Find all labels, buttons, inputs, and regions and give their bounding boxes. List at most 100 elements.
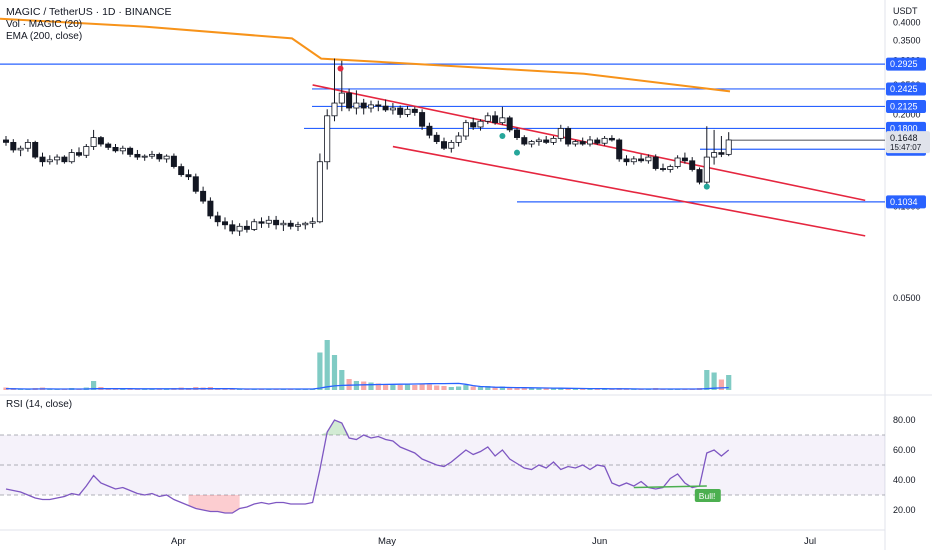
candle-body <box>543 139 550 143</box>
volume-bar <box>383 384 389 390</box>
bull-label-text: Bull! <box>699 491 716 501</box>
candle-body <box>200 190 207 202</box>
volume-bar <box>565 388 571 390</box>
candle-body <box>389 107 396 111</box>
time-tick-label: May <box>378 536 396 547</box>
ema-indicator-label[interactable]: EMA (200, close) <box>6 31 83 42</box>
candle-body <box>309 221 316 224</box>
candle-body <box>97 137 104 145</box>
currency-label[interactable]: USDT <box>893 6 918 16</box>
candle-body <box>674 157 681 167</box>
volume-bar <box>521 388 527 390</box>
candle-body <box>608 137 615 141</box>
candle-body <box>645 156 652 162</box>
volume-bar <box>514 387 520 390</box>
candle-body <box>156 153 163 160</box>
volume-bar <box>711 372 717 390</box>
candle-body <box>214 215 221 223</box>
volume-bar <box>580 388 586 390</box>
price-level-tag-text: 0.1800 <box>890 123 918 133</box>
volume-bar <box>368 382 374 390</box>
price-level-tag <box>886 82 926 96</box>
candle-body <box>411 108 418 113</box>
candle-body <box>360 102 367 109</box>
candle-body <box>426 125 433 136</box>
rsi-line <box>5 419 730 514</box>
candle-body <box>61 156 68 163</box>
volume-bar <box>529 388 535 390</box>
candle-body <box>462 122 469 137</box>
candle-body <box>221 221 228 226</box>
volume-bar <box>507 387 513 390</box>
candle-body <box>170 155 177 167</box>
volume-bar <box>536 388 542 390</box>
volume-bar <box>470 386 476 390</box>
volume-bar <box>331 355 338 390</box>
candle-body <box>652 156 659 169</box>
price-level-tag <box>886 57 926 71</box>
candle-body <box>689 160 696 170</box>
candle-body <box>273 219 280 226</box>
candle-body <box>565 128 572 145</box>
candle-body <box>346 92 353 109</box>
ema-line <box>0 17 731 93</box>
volume-indicator-label[interactable]: Vol · MAGIC (20) <box>6 19 83 30</box>
candle-body <box>557 128 564 139</box>
time-tick-label: Jul <box>804 536 816 547</box>
candle-body <box>76 152 83 156</box>
candle-body <box>46 159 53 163</box>
volume-bar <box>456 386 462 390</box>
volume-bar <box>726 375 732 390</box>
candle-body <box>127 147 134 155</box>
candle-body <box>419 112 426 127</box>
rsi-tick-label: 20.00 <box>893 505 916 515</box>
price-level-tag-text: 0.2425 <box>890 84 918 94</box>
candle-body <box>229 224 236 232</box>
buy-signal-marker <box>499 133 506 140</box>
price-level-tag <box>886 195 926 209</box>
rsi-oversold-fill <box>188 495 240 513</box>
candle-body <box>251 221 258 230</box>
volume-bar <box>419 383 425 390</box>
candle-body <box>397 107 404 115</box>
volume-bar <box>477 387 484 390</box>
candle-body <box>499 117 506 124</box>
rsi-tick-label: 60.00 <box>893 445 916 455</box>
rsi-tick-label: 80.00 <box>893 415 916 425</box>
candle-body <box>492 115 499 124</box>
candle-body <box>105 143 112 148</box>
chart-title: MAGIC / TetherUS · 1D · BINANCE <box>6 6 172 18</box>
candle-body <box>338 92 345 104</box>
candle-body <box>550 137 557 143</box>
candle-body <box>440 141 447 149</box>
candle-body <box>3 139 9 143</box>
candle-body <box>433 134 440 142</box>
rsi-indicator-label[interactable]: RSI (14, close) <box>6 399 73 410</box>
volume-bar <box>499 386 505 390</box>
volume-bar <box>572 388 578 390</box>
candle-body <box>484 115 491 122</box>
candle-body <box>119 147 126 152</box>
candle-body <box>711 152 718 158</box>
candle-body <box>448 141 455 149</box>
candle-body <box>265 219 272 224</box>
candle-body <box>681 157 688 162</box>
volume-bar <box>361 381 367 390</box>
candle-body <box>521 137 528 145</box>
candle-body <box>207 200 214 217</box>
price-level-tag <box>886 99 926 113</box>
candle-body <box>280 222 287 226</box>
time-tick-label: Jun <box>592 536 607 547</box>
volume-bar <box>339 370 345 390</box>
candle-body <box>353 102 360 109</box>
volume-bar <box>404 384 411 390</box>
candle-body <box>477 120 484 128</box>
candle-body <box>24 141 31 149</box>
volume-bar <box>492 387 498 390</box>
candle-body <box>367 104 374 109</box>
candle-body <box>506 117 513 131</box>
candle-body <box>718 152 725 155</box>
volume-bar <box>324 340 330 390</box>
candle-body <box>696 169 703 183</box>
